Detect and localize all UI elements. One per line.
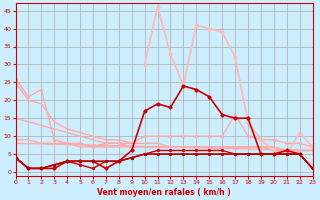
X-axis label: Vent moyen/en rafales ( km/h ): Vent moyen/en rafales ( km/h ) bbox=[97, 188, 231, 197]
